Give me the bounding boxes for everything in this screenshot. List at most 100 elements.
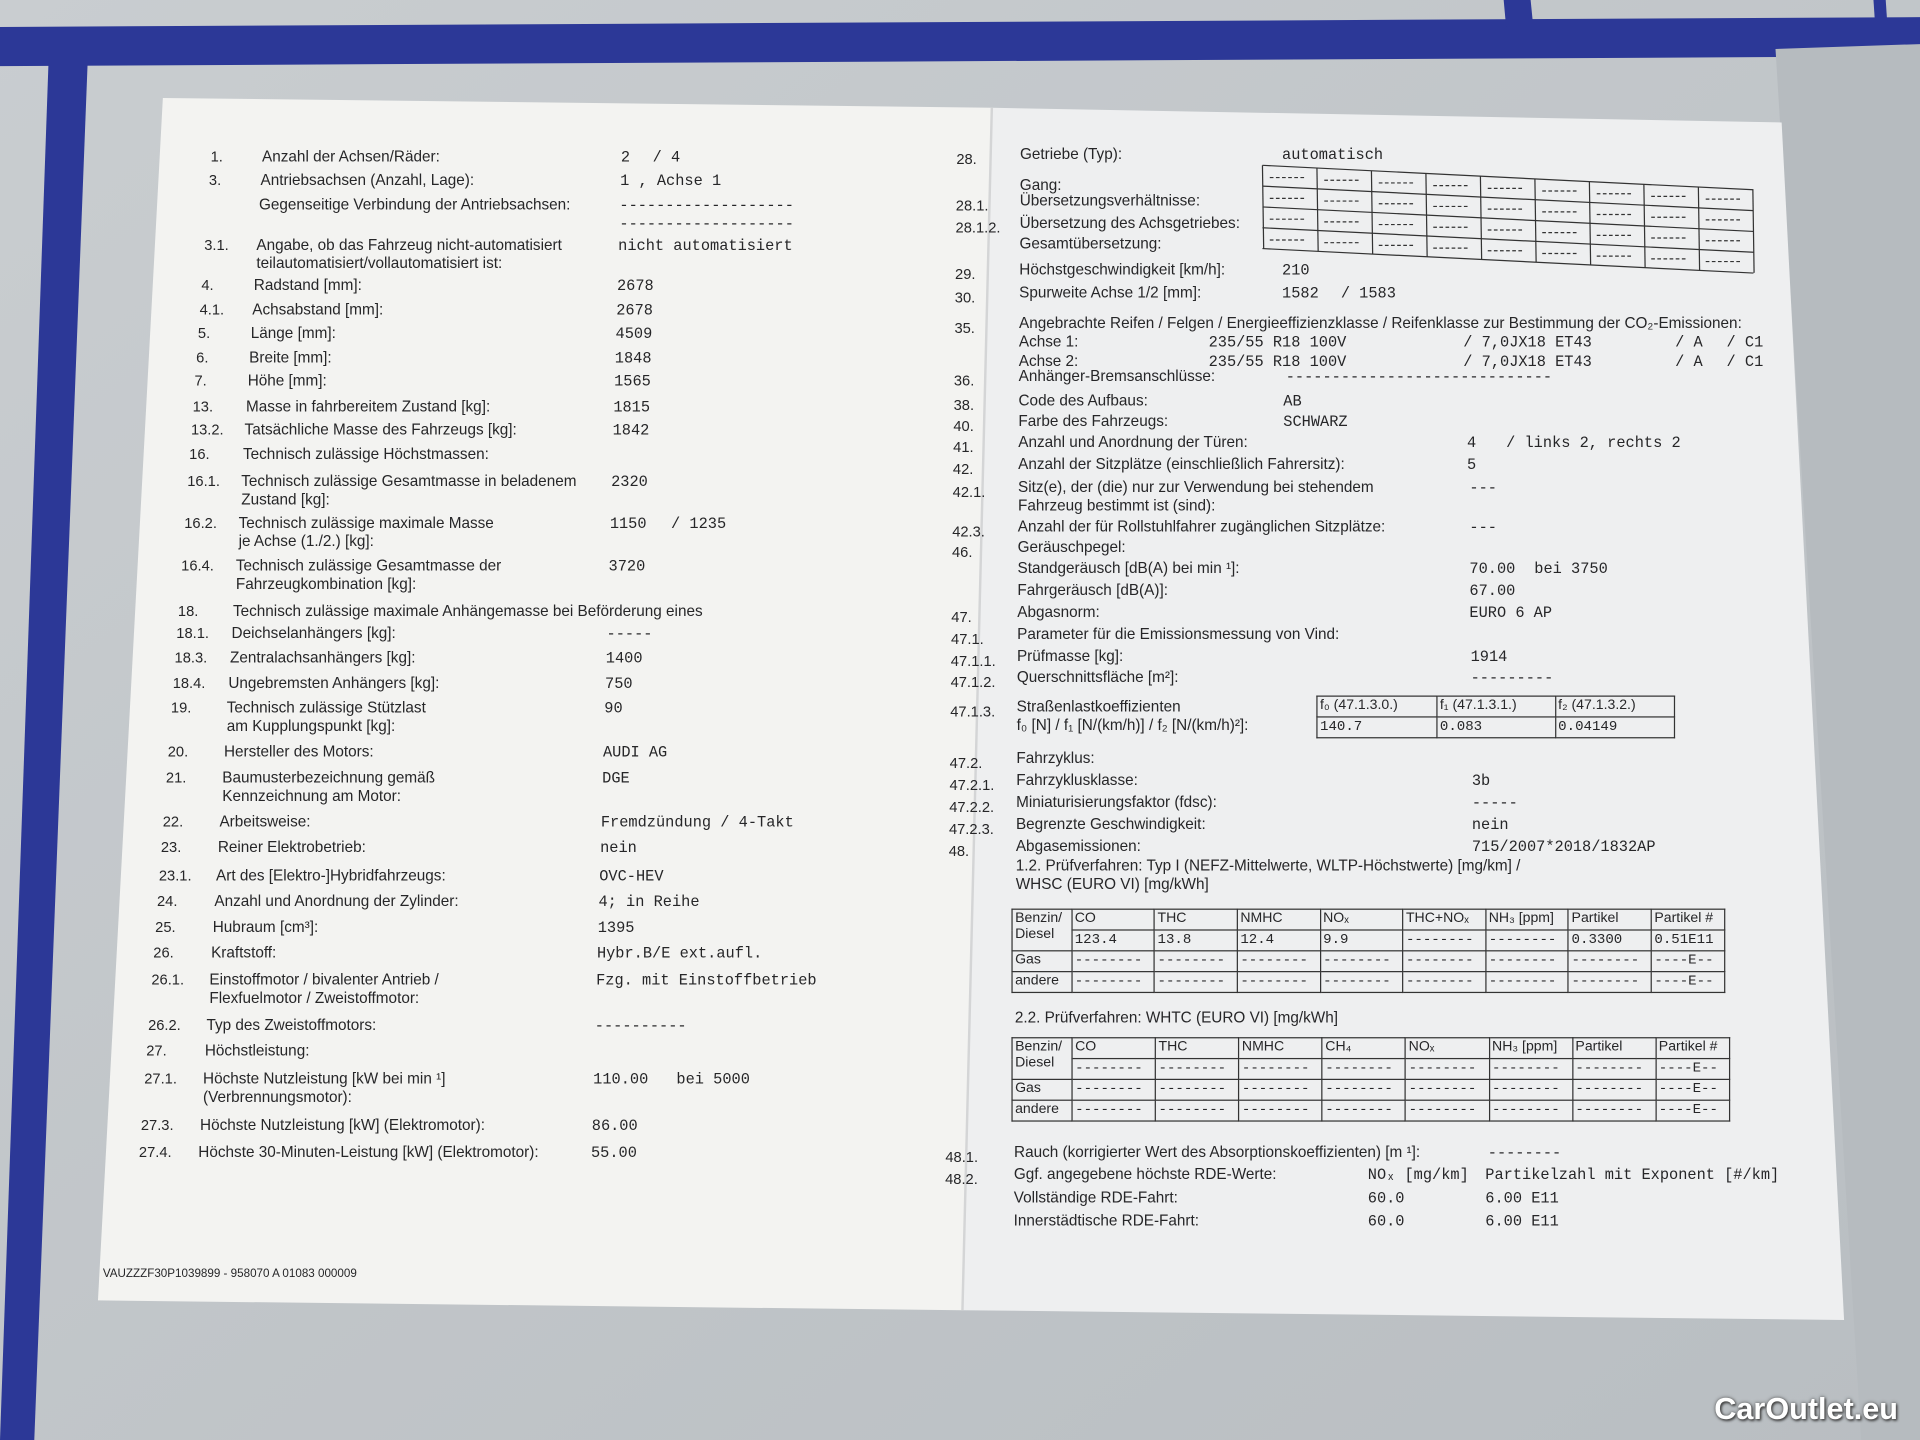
row-value: 2678 <box>616 302 653 320</box>
row-number: 16.4. <box>181 557 214 575</box>
row-number: 48.2. <box>945 1170 978 1188</box>
header-cell: NOₓ <box>1404 1037 1490 1060</box>
row-value: Fremdzündung / 4-Takt <box>600 814 794 832</box>
row-number: 7. <box>194 372 207 390</box>
header-cell: NH₃ [ppm] <box>1485 908 1570 931</box>
row-number: 23.1. <box>158 866 192 885</box>
grid-line <box>1425 173 1428 257</box>
row-label: Tatsächliche Masse des Fahrzeugs [kg]: <box>244 421 517 439</box>
row-number: 42.3. <box>952 522 985 540</box>
row-label: Anzahl und Anordnung der Zylinder: <box>214 892 459 910</box>
value-cell: -------- <box>1485 929 1570 952</box>
value-cell: -------- <box>1488 1099 1573 1122</box>
row-label: Rauch (korrigierter Wert des Absorptions… <box>1014 1143 1421 1161</box>
row-value: bei 3750 <box>1534 560 1608 578</box>
row-value: 2678 <box>616 277 654 296</box>
header-row: Benzin/ Diesel CO THC NMHC CH₄ NOₓ NH₃ [ppm] Pa… <box>1011 1037 1731 1081</box>
row-value: / C1 <box>1726 334 1764 352</box>
header-cell: CH₄ <box>1321 1037 1407 1060</box>
row-value: 86.00 <box>591 1117 638 1136</box>
value-cell: -------- <box>1321 1078 1407 1101</box>
value-cell: 123.4 <box>1071 929 1156 952</box>
row-label: Hubraum [cm³]: <box>212 918 319 936</box>
row-label: Art des [Elektro-]Hybridfahrzeugs: <box>216 866 446 885</box>
row-label: Deichselanhängers [kg]: <box>231 624 396 642</box>
row-number: 4.1. <box>199 301 225 319</box>
row-label: Anzahl der Sitzplätze (einschließlich Fa… <box>1018 455 1345 473</box>
row-value: --------- <box>1470 669 1554 687</box>
header-cell: THC <box>1153 908 1238 931</box>
row-number: 20. <box>167 743 189 761</box>
value-cell: -------- <box>1402 971 1487 994</box>
grid-line <box>1534 178 1537 263</box>
row-value: 750 <box>605 675 633 694</box>
grid-line <box>1262 164 1754 191</box>
value-cell: -------- <box>1404 1057 1490 1081</box>
row-value: 235/55 R18 100V <box>1208 334 1347 352</box>
row-label: Vollständige RDE-Fahrt: <box>1013 1188 1178 1207</box>
row-value: --- <box>1469 480 1497 498</box>
value-cell: -------- <box>1071 971 1156 994</box>
row-value: 67.00 <box>1469 582 1516 600</box>
row-value: 90 <box>604 700 623 718</box>
value-cell: -------- <box>1154 1099 1240 1122</box>
header-cell: Partikel # <box>1655 1037 1731 1060</box>
row-value: 2320 <box>611 473 648 492</box>
row-label: Übersetzungsverhältnisse: <box>1019 192 1201 210</box>
row-value: --- <box>1469 519 1497 537</box>
row-value: OVC-HEV <box>599 868 664 886</box>
row-value: 210 <box>1282 262 1310 280</box>
row-label: Angebrachte Reifen / Felgen / Energieeff… <box>1018 314 1742 332</box>
row-label: Breite [mm]: <box>249 348 332 367</box>
value-cell: 140.7 <box>1316 716 1438 739</box>
row-number: 23. <box>160 838 182 856</box>
row-number: 25. <box>155 918 176 936</box>
row-label: Reiner Elektrobetrieb: <box>217 838 366 856</box>
value-cell: 0.083 <box>1436 716 1556 739</box>
row-number: 42. <box>952 460 974 478</box>
value-cell: ----E-- <box>1650 971 1726 994</box>
row-label: Technisch zulässige Gesamtmasse der Fahr… <box>235 557 502 593</box>
value-cell: -------- <box>1154 1078 1240 1101</box>
header-row: Benzin/ Diesel CO THC NMHC NOₓ THC+NOₓ NH₃ [pp… <box>1011 908 1726 952</box>
row-number: 48.1. <box>945 1148 979 1166</box>
row-label: Gas <box>1011 950 1073 973</box>
row-number: 29. <box>955 265 976 283</box>
row-value: DGE <box>602 770 630 788</box>
header-cell: THC <box>1154 1037 1240 1060</box>
row-number: 28. <box>956 150 977 168</box>
row-label: Parameter für die Emissionsmessung von V… <box>1017 625 1340 643</box>
row-number: 13.2. <box>190 421 224 439</box>
value-cell: -------- <box>1567 971 1652 994</box>
row-label: Kraftstoff: <box>211 944 277 962</box>
row-label: Ungebremsten Anhängers [kg]: <box>228 674 440 692</box>
row-number: 27.4. <box>138 1143 172 1161</box>
row-number: 21. <box>165 768 187 787</box>
value-cell: ----E-- <box>1655 1078 1731 1101</box>
header-cell: NOₓ <box>1319 908 1404 931</box>
row-label: Gesamtübersetzung: <box>1019 235 1162 253</box>
row-label: Höchste 30-Minuten-Leistung [kW] (Elektr… <box>198 1143 539 1161</box>
row-label: Radstand [mm]: <box>253 276 362 294</box>
value-cell: -------- <box>1488 1057 1573 1081</box>
row-value: NOₓ [mg/km] <box>1367 1166 1469 1185</box>
row-label: Einstoffmotor / bivalenter Antrieb / Fle… <box>209 971 439 1007</box>
row-label: Geräuschpegel: <box>1017 538 1126 556</box>
row-value: Partikelzahl mit Exponent [#/km] <box>1485 1166 1780 1185</box>
row-value: nein <box>1471 816 1509 834</box>
value-cell: -------- <box>1321 1099 1407 1122</box>
row-value: 2 <box>620 149 631 167</box>
row-label: Technisch zulässige Höchstmassen: <box>242 445 489 463</box>
row-label: Fahrzyklusklasse: <box>1016 771 1138 789</box>
row-value: / 4 <box>652 149 681 167</box>
row-number: 16.1. <box>187 472 220 490</box>
row-value: Hybr.B/E ext.aufl. <box>596 945 763 963</box>
row-label: Höchste Nutzleistung [kW bei min ¹] (Ver… <box>203 1070 446 1106</box>
row-number: 5. <box>197 324 211 342</box>
header-row: f₀ (47.1.3.0.) f₁ (47.1.3.1.) f₂ (47.1.3.2… <box>1316 695 1676 718</box>
row-label: 1.2. Prüfverfahren: Typ I (NEFZ-Mittelwe… <box>1015 857 1521 893</box>
row-value: bei 5000 <box>676 1071 750 1089</box>
